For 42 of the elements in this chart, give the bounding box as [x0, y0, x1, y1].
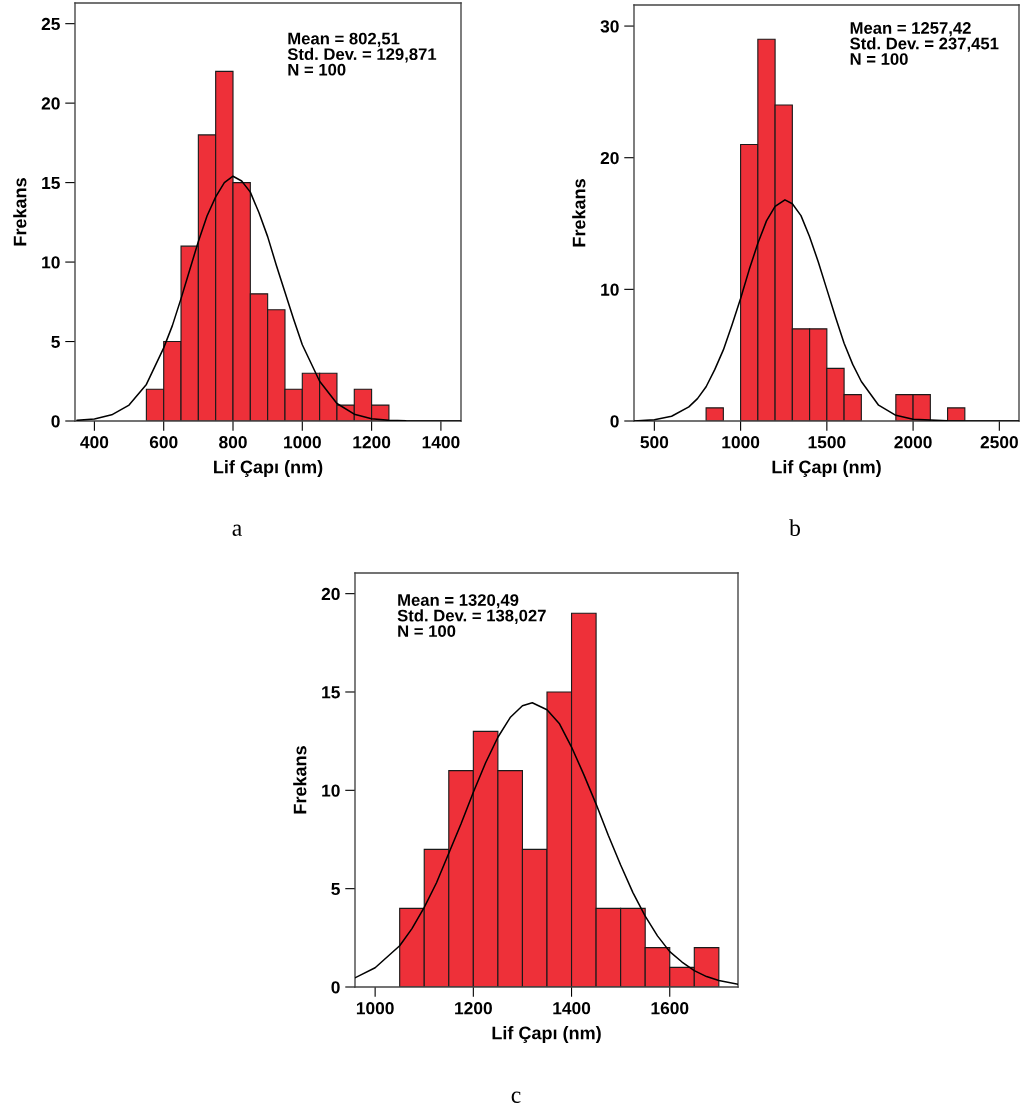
x-tick-label: 1500: [808, 436, 846, 449]
x-tick-label: 1600: [651, 1002, 689, 1015]
y-tick-label: 5: [331, 883, 340, 896]
y-axis-title: Frekans: [13, 178, 27, 246]
text: c: [511, 1091, 521, 1103]
y-tick-label: 30: [600, 20, 619, 33]
y-tick-label: 10: [601, 283, 619, 296]
y-tick-label: 5: [51, 335, 60, 348]
x-tick-label: 1400: [553, 1002, 591, 1015]
x-tick-label: 1000: [356, 1002, 394, 1015]
y-tick-label: 15: [322, 686, 340, 699]
annotation: Mean = 802,51 Std. Dev. = 129,871 N = 100: [287, 32, 437, 76]
y-tick-label: 10: [42, 256, 60, 269]
y-tick-label: 20: [600, 151, 619, 165]
annotation: Mean = 1257,42 Std. Dev. = 237,451 N = 100: [850, 22, 999, 65]
y-tick-label: 10: [322, 784, 340, 797]
x-tick-label: 500: [640, 436, 669, 449]
y-axis-title: Frekans: [572, 179, 586, 247]
text: a: [232, 524, 242, 536]
x-axis-title: Lif Çapı (nm): [772, 460, 881, 477]
y-tick-label: 0: [51, 415, 60, 428]
x-tick-label: 800: [219, 436, 247, 449]
y-tick-label: 0: [610, 415, 619, 428]
y-tick-label: 15: [42, 176, 60, 190]
x-tick-label: 1200: [455, 1002, 492, 1015]
text: b: [789, 519, 800, 536]
y-tick-label: 0: [331, 981, 340, 994]
x-tick-label: 400: [80, 436, 109, 449]
x-tick-label: 1200: [353, 436, 391, 449]
y-tick-label: 20: [41, 97, 60, 110]
y-axis-title: Frekans: [293, 746, 307, 814]
x-tick-label: 1400: [422, 436, 460, 449]
y-tick-label: 20: [321, 587, 340, 601]
y-tick-label: 25: [41, 17, 60, 31]
x-tick-label: 2500: [980, 436, 1018, 449]
x-axis-title: Lif Çapı (nm): [492, 1026, 601, 1043]
x-tick-label: 1000: [722, 436, 760, 449]
x-tick-label: 1000: [284, 436, 321, 449]
annotation: Mean = 1320,49 Std. Dev. = 138,027 N = 100: [397, 594, 546, 638]
x-tick-label: 2000: [894, 436, 932, 449]
x-tick-label: 600: [149, 436, 178, 449]
x-axis-title: Lif Çapı (nm): [214, 460, 323, 477]
